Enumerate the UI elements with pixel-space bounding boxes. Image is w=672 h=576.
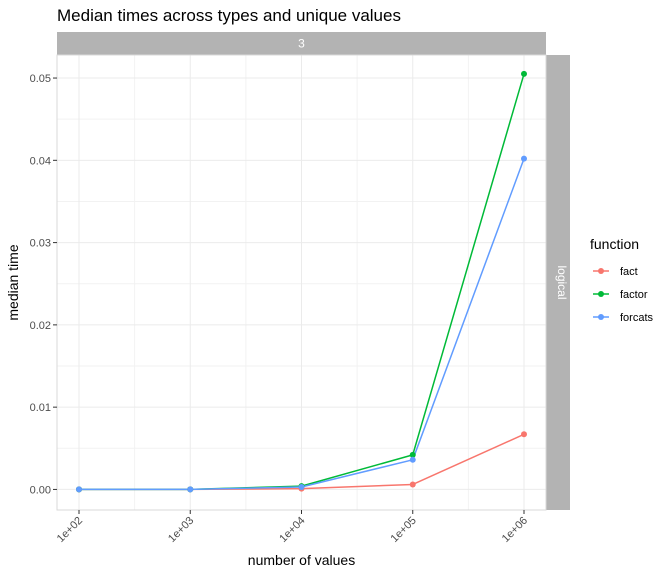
chart-title: Median times across types and unique val… [57, 6, 401, 25]
legend: function fact factor forcats [590, 236, 654, 324]
facet-strip-right [546, 55, 570, 510]
legend-key-point-fact [598, 268, 604, 274]
y-tick-label: 0.03 [30, 238, 51, 250]
y-tick-label: 0.01 [30, 402, 51, 414]
data-point-factor [409, 451, 416, 458]
y-tick-label: 0.05 [30, 73, 51, 85]
data-point-factor [521, 70, 527, 77]
facet-strip-top [57, 32, 546, 55]
legend-title: function [590, 236, 639, 252]
data-point-forcats [521, 155, 527, 162]
legend-label-forcats: forcats [620, 312, 654, 324]
data-point-fact [409, 481, 416, 488]
data-point-forcats [298, 483, 305, 490]
series-layer [76, 70, 527, 493]
legend-label-fact: fact [620, 266, 638, 278]
legend-key-point-forcats [598, 314, 604, 320]
facet-label-top: 3 [298, 37, 305, 51]
y-tick-label: 0.04 [30, 155, 51, 167]
y-tick-label: 0.02 [30, 320, 51, 332]
facet-label-right: logical [555, 265, 569, 299]
x-axis-title: number of values [248, 552, 355, 568]
data-point-fact [521, 431, 527, 438]
data-point-forcats [409, 456, 416, 463]
legend-label-factor: factor [620, 289, 648, 301]
data-point-forcats [187, 486, 194, 493]
data-point-forcats [76, 486, 82, 493]
legend-key-point-factor [598, 291, 604, 297]
y-tick-label: 0.00 [30, 484, 51, 496]
y-axis: 0.00 0.01 0.02 0.03 0.04 0.05 [30, 73, 57, 496]
y-axis-title: median time [5, 244, 21, 320]
legend-items: fact factor forcats [593, 266, 654, 324]
